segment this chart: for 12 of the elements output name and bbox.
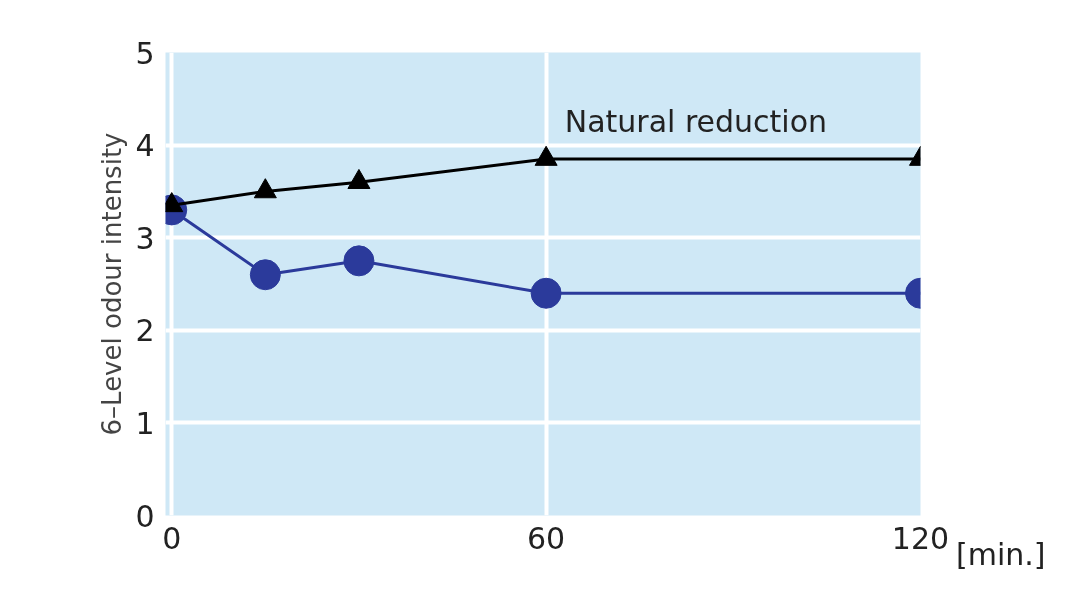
y-tick-label: 5: [135, 35, 155, 71]
x-axis-title: [min.]: [955, 536, 1046, 572]
y-tick-label: 2: [135, 313, 155, 349]
series-label: Natural reduction: [564, 103, 828, 139]
x-tick-label: 120: [891, 520, 950, 556]
x-tick-label: 60: [527, 520, 566, 556]
x-tick-label: 0: [162, 520, 182, 556]
y-tick-label: 1: [135, 405, 155, 441]
y-tick-label: 4: [135, 128, 155, 164]
y-axis-title: 6–Level odour intensity: [97, 132, 128, 436]
y-tick-label: 3: [135, 220, 155, 256]
y-tick-label: 0: [135, 498, 155, 534]
